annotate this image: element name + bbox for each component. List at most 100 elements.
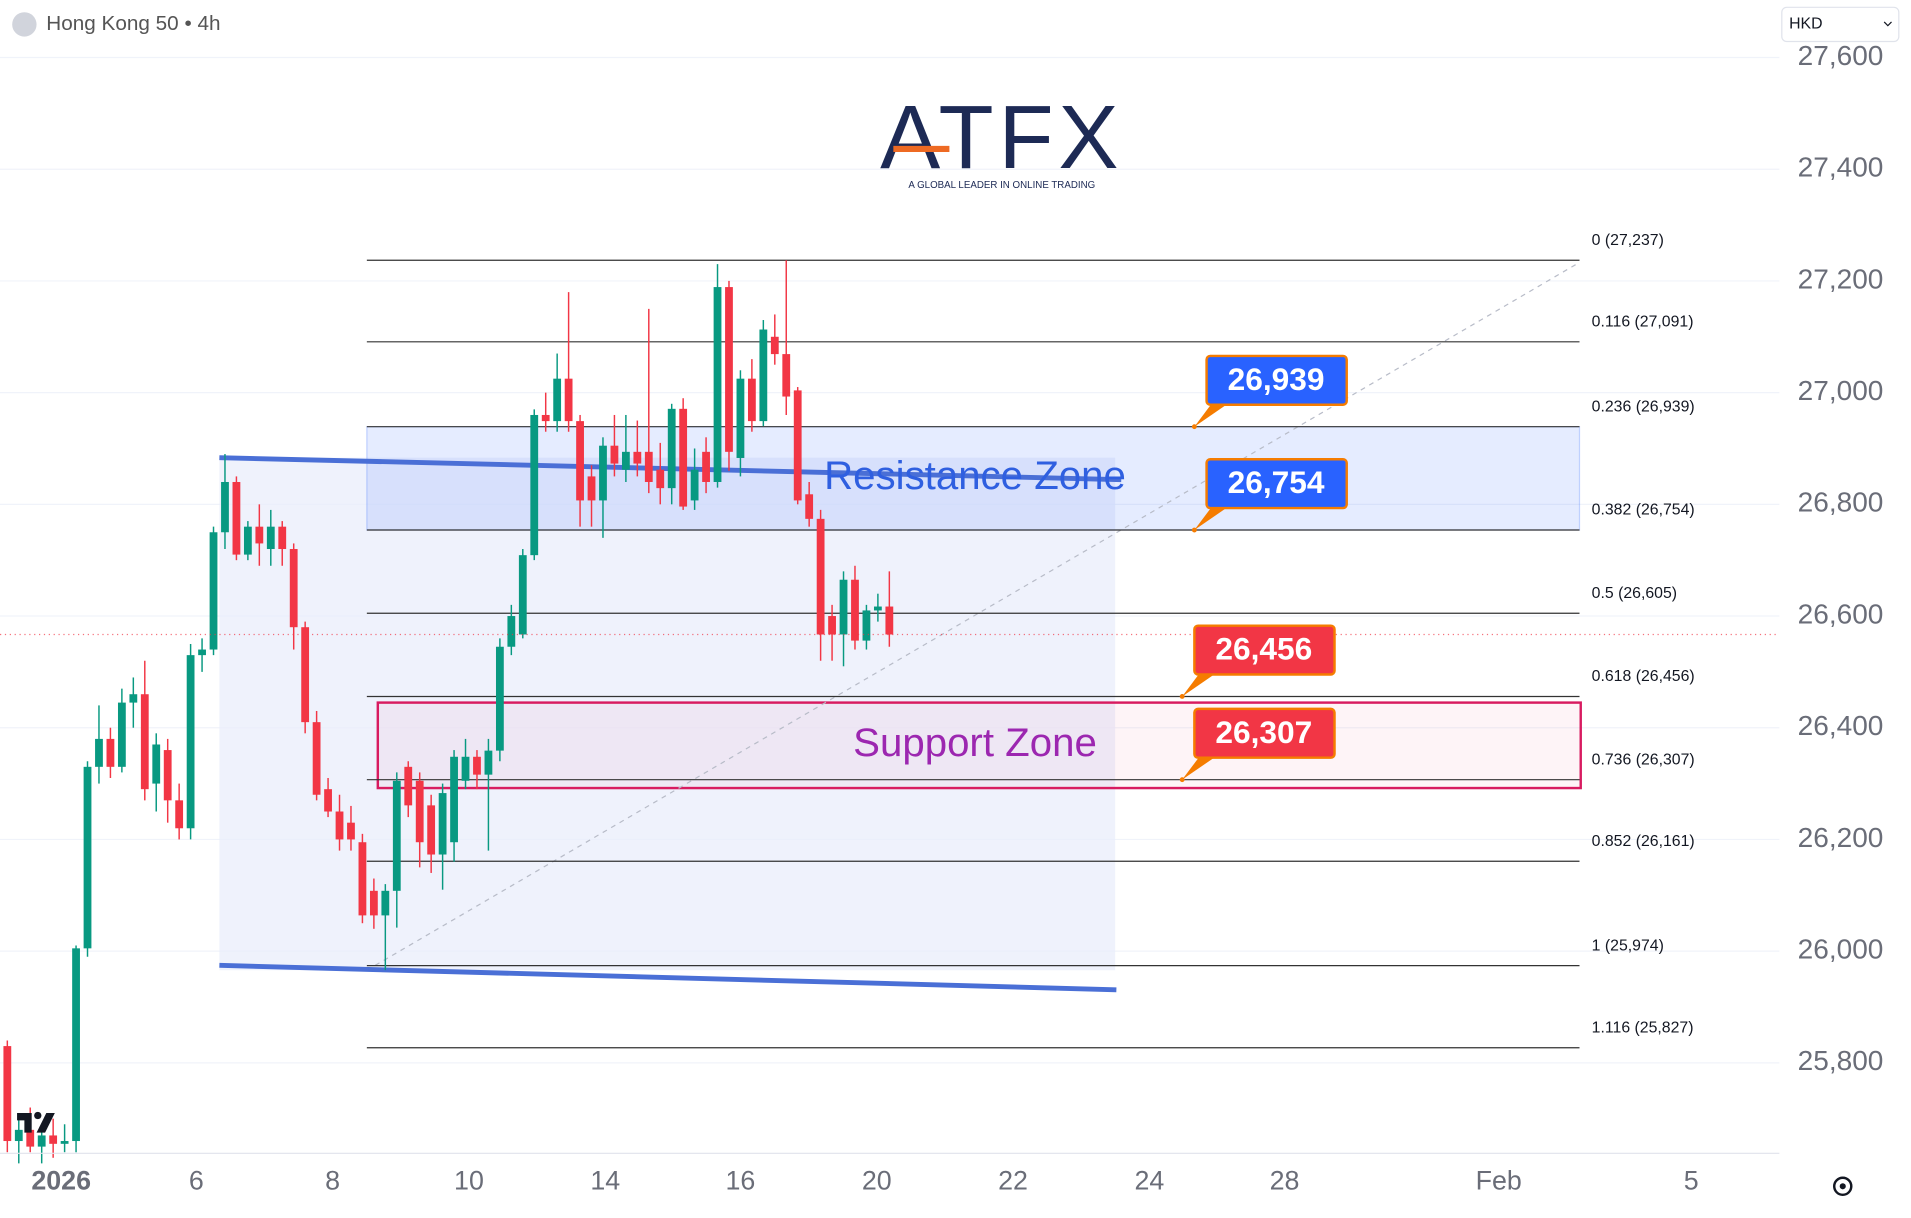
y-tick-label: 27,200 xyxy=(1798,263,1884,294)
candle-body xyxy=(106,738,115,767)
currency-label[interactable]: HKD xyxy=(1789,16,1822,33)
symbol-title: Hong Kong 50 • 4h xyxy=(46,12,220,35)
candle-body xyxy=(198,649,206,656)
x-tick-label: 28 xyxy=(1270,1166,1300,1196)
candle-body xyxy=(392,780,401,891)
candle-body xyxy=(14,1129,23,1142)
candle-body xyxy=(243,526,252,555)
candle-body xyxy=(415,780,424,843)
channel-bottom xyxy=(219,962,1117,993)
channel-area xyxy=(219,457,1116,971)
settings-ring[interactable] xyxy=(1833,1176,1853,1197)
candle-body xyxy=(369,890,378,916)
candle-body xyxy=(667,408,676,489)
candle-body xyxy=(117,702,126,767)
candle-body xyxy=(427,805,436,855)
fib-label: 0.5 (26,605) xyxy=(1592,585,1677,602)
candle-body xyxy=(644,451,653,482)
candle-body xyxy=(140,694,149,790)
candle-body xyxy=(530,414,539,556)
candle-body xyxy=(702,451,710,482)
settings-dot[interactable] xyxy=(1839,1183,1846,1190)
candle-body xyxy=(541,414,550,422)
candle-body xyxy=(72,948,80,1142)
candle-body xyxy=(324,789,332,812)
candle-body xyxy=(828,616,836,635)
candle-body xyxy=(793,390,802,501)
callouts: 26,939 26,754 26,456 26,307 xyxy=(1179,354,1348,783)
candle-body xyxy=(839,579,848,635)
candle-body xyxy=(862,610,871,641)
candle-body xyxy=(690,469,699,501)
y-tick-label: 26,800 xyxy=(1798,487,1884,518)
candle-body xyxy=(587,476,596,501)
candle-body xyxy=(885,606,894,635)
fib-label: 0.618 (26,456) xyxy=(1592,668,1695,685)
candle-body xyxy=(564,378,573,422)
y-tick-label: 26,400 xyxy=(1798,710,1884,741)
candle-body xyxy=(461,756,470,781)
candle-body xyxy=(518,555,527,635)
y-axis: 25,800 26,000 26,200 26,400 26,600 26,800 27,0… xyxy=(1798,40,1884,1076)
tv-logo-part xyxy=(36,1113,55,1133)
callout-label: 26,754 xyxy=(1228,464,1325,500)
fib-label: 0 (27,237) xyxy=(1592,232,1664,249)
fib-label: 0.736 (26,307) xyxy=(1592,751,1695,768)
callout-label: 26,939 xyxy=(1228,361,1325,397)
y-tick-label: 27,400 xyxy=(1798,152,1884,183)
zone-label: Resistance Zone xyxy=(824,453,1126,498)
y-tick-label: 26,600 xyxy=(1798,598,1884,629)
x-tick-label: 5 xyxy=(1684,1166,1699,1196)
candle-body xyxy=(60,1141,69,1144)
candle-body xyxy=(163,750,172,801)
x-tick-label: 22 xyxy=(998,1166,1028,1196)
callout-box xyxy=(1205,354,1348,406)
candle-body xyxy=(404,766,413,806)
zone-labels: Resistance Zone Support Zone xyxy=(824,453,1126,765)
x-tick-label: 16 xyxy=(726,1166,756,1196)
candle-body xyxy=(347,822,355,840)
fib-label: 0.116 (27,091) xyxy=(1592,313,1694,330)
x-tick-label: 20 xyxy=(862,1166,892,1196)
callout-box xyxy=(1205,458,1348,510)
dropdown-caret[interactable] xyxy=(1883,21,1892,27)
callout-anchor xyxy=(1179,694,1185,699)
candle-body xyxy=(289,549,298,628)
candle-body xyxy=(851,579,859,641)
candle-body xyxy=(656,469,665,489)
candle-body xyxy=(221,481,229,533)
settings-icon[interactable] xyxy=(1833,1176,1853,1197)
candles xyxy=(0,260,1780,1164)
candle-body xyxy=(450,756,458,843)
tradingview-logo xyxy=(17,1111,55,1133)
x-tick-label: 10 xyxy=(454,1166,484,1196)
candle-body xyxy=(679,408,688,507)
candle-body xyxy=(266,526,275,550)
fib-label: 1.116 (25,827) xyxy=(1592,1019,1694,1036)
candle-body xyxy=(129,694,138,703)
candle-body xyxy=(49,1135,58,1144)
candle-body xyxy=(438,793,447,855)
callout-anchor xyxy=(1191,527,1197,533)
candle-body xyxy=(278,526,287,550)
candle-body xyxy=(576,421,584,501)
x-axis: 2026 6 8 10 14 16 20 22 24 28 Feb 5 xyxy=(31,1166,1698,1196)
y-tick-label: 27,000 xyxy=(1798,375,1884,406)
currency-dropdown[interactable] xyxy=(1781,6,1900,43)
candle-body xyxy=(232,481,241,555)
candle-body xyxy=(95,738,103,767)
candle-body xyxy=(209,532,218,650)
callout-box xyxy=(1193,624,1336,676)
candle-body xyxy=(782,354,791,397)
candle-body xyxy=(312,722,321,795)
y-tick-label: 26,200 xyxy=(1798,822,1884,853)
candle-body xyxy=(873,606,882,611)
callout-label: 26,456 xyxy=(1215,631,1312,667)
x-tick-label: 8 xyxy=(325,1166,340,1196)
symbol-icon xyxy=(12,12,37,37)
candle-body xyxy=(507,616,516,647)
candle-body xyxy=(599,445,607,501)
candle-body xyxy=(175,800,184,829)
candle-body xyxy=(26,1129,35,1147)
